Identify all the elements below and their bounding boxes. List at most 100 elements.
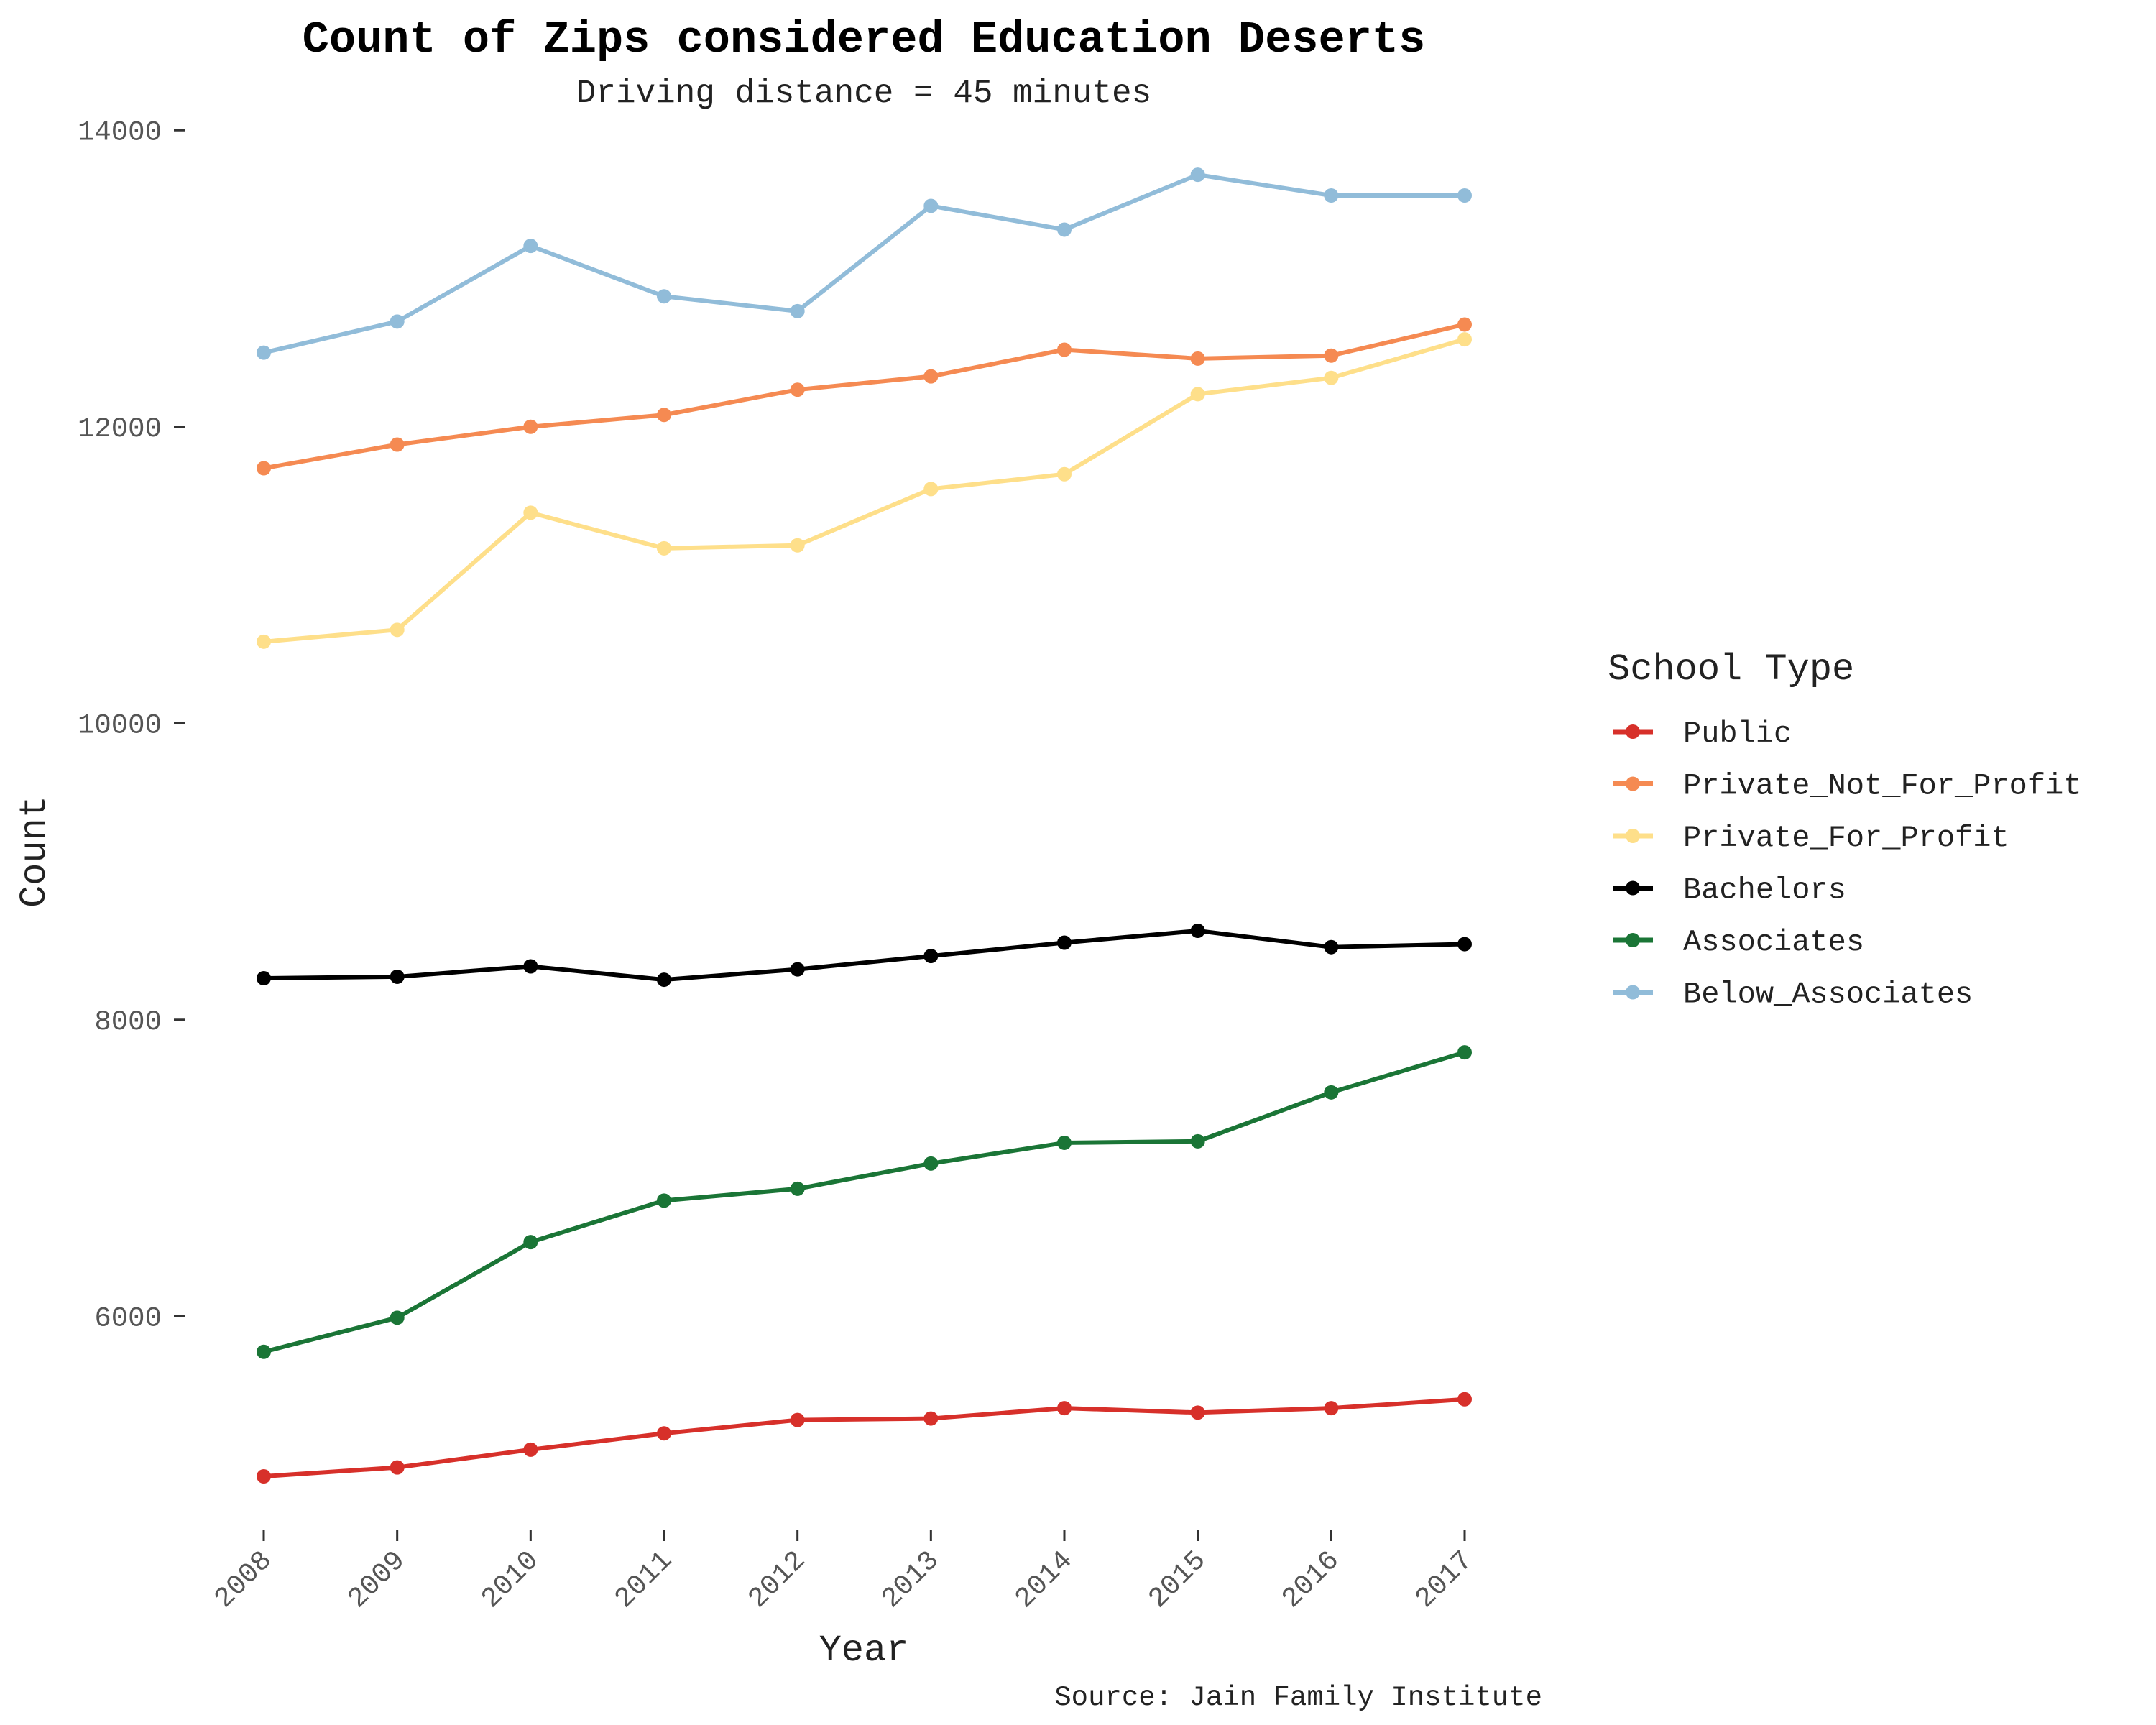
- series-line: [262, 322, 1467, 471]
- chart-title: Count of Zips considered Education Deser…: [303, 14, 1426, 65]
- data-point: [257, 971, 271, 985]
- legend-title: School Type: [1608, 648, 1854, 691]
- y-tick-label: 8000: [94, 1006, 162, 1038]
- data-point: [790, 538, 805, 553]
- series-layer: [257, 167, 1472, 1484]
- x-tick-label: 2013: [876, 1545, 946, 1614]
- legend-key-point: [1626, 985, 1640, 1000]
- data-point: [257, 461, 271, 476]
- series-line: [262, 929, 1467, 983]
- x-axis-title: Year: [819, 1629, 909, 1672]
- legend-label: Associates: [1683, 925, 1864, 960]
- series-private-not-for-profit: [257, 317, 1472, 476]
- data-point: [1457, 332, 1472, 347]
- data-point: [1190, 924, 1205, 938]
- data-point: [790, 1181, 805, 1196]
- x-tick-label: 2012: [742, 1545, 812, 1614]
- x-tick-label: 2017: [1409, 1545, 1479, 1614]
- data-point: [523, 1442, 538, 1457]
- data-point: [1057, 342, 1072, 357]
- data-point: [1324, 1401, 1339, 1416]
- data-point: [257, 1469, 271, 1484]
- data-point: [257, 345, 271, 360]
- series-line: [262, 1397, 1467, 1478]
- legend-key-point: [1626, 724, 1640, 739]
- series-bachelors: [257, 924, 1472, 988]
- data-point: [790, 962, 805, 977]
- data-point: [390, 622, 405, 638]
- legend-label: Bachelors: [1683, 873, 1846, 908]
- x-axis: 2008 2009 2010 2011 2012 2013 2014 2015 2016 2017: [208, 1530, 1479, 1615]
- series-public: [257, 1392, 1472, 1484]
- data-point: [1190, 1405, 1205, 1420]
- data-point: [1457, 1392, 1472, 1407]
- data-point: [790, 382, 805, 397]
- data-point: [1457, 317, 1472, 332]
- x-tick-label: 2008: [208, 1545, 278, 1614]
- legend-item: Private_Not_For_Profit: [1613, 769, 2082, 804]
- data-point: [1190, 387, 1205, 402]
- data-point: [523, 1235, 538, 1250]
- data-point: [923, 1411, 939, 1426]
- data-point: [523, 419, 538, 434]
- data-point: [790, 1412, 805, 1427]
- data-point: [923, 949, 939, 964]
- x-tick-label: 2015: [1143, 1545, 1212, 1614]
- data-point: [1324, 1085, 1339, 1100]
- data-point: [1057, 1401, 1072, 1416]
- series-line: [262, 337, 1467, 644]
- legend-item: Associates: [1613, 925, 1864, 960]
- x-tick-label: 2009: [342, 1545, 412, 1614]
- data-point: [657, 972, 671, 988]
- y-tick-label: 6000: [94, 1302, 162, 1334]
- x-tick-label: 2010: [476, 1545, 545, 1614]
- data-point: [923, 198, 939, 213]
- series-line: [262, 172, 1467, 355]
- data-point: [657, 289, 671, 304]
- legend-item: Bachelors: [1613, 873, 1846, 908]
- y-tick-label: 12000: [78, 413, 162, 445]
- legend-item: Private_For_Profit: [1613, 821, 2009, 855]
- legend-key-point: [1626, 776, 1640, 791]
- chart-subtitle: Driving distance = 45 minutes: [576, 75, 1152, 112]
- data-point: [1324, 370, 1339, 385]
- legend-label: Below_Associates: [1683, 978, 1973, 1012]
- legend-key-point: [1626, 933, 1640, 947]
- source-caption: Source: Jain Family Institute: [1054, 1682, 1542, 1714]
- data-point: [523, 239, 538, 254]
- legend-item: Below_Associates: [1613, 978, 1973, 1012]
- data-point: [390, 437, 405, 452]
- x-tick-label: 2016: [1276, 1545, 1346, 1614]
- data-point: [1057, 222, 1072, 237]
- data-point: [390, 969, 405, 984]
- data-point: [657, 540, 671, 556]
- legend-key-point: [1626, 829, 1640, 843]
- data-point: [1324, 348, 1339, 363]
- y-tick-label: 14000: [78, 116, 162, 148]
- legend-label: Public: [1683, 717, 1792, 751]
- data-point: [523, 505, 538, 520]
- data-point: [1057, 466, 1072, 482]
- data-point: [1190, 167, 1205, 183]
- data-point: [390, 314, 405, 329]
- data-point: [1457, 1045, 1472, 1060]
- series-below-associates: [257, 167, 1472, 360]
- data-point: [390, 1310, 405, 1325]
- legend-label: Private_Not_For_Profit: [1683, 769, 2082, 804]
- legend-key-point: [1626, 880, 1640, 896]
- data-point: [390, 1460, 405, 1475]
- data-point: [657, 408, 671, 423]
- series-private-for-profit: [257, 332, 1472, 649]
- y-axis-title: Count: [14, 796, 56, 908]
- data-point: [1324, 188, 1339, 203]
- data-point: [923, 369, 939, 384]
- data-point: [257, 1344, 271, 1359]
- data-point: [1190, 1133, 1205, 1149]
- series-associates: [257, 1045, 1472, 1359]
- data-point: [657, 1426, 671, 1441]
- data-point: [923, 482, 939, 497]
- x-tick-label: 2011: [609, 1545, 678, 1614]
- data-point: [1324, 939, 1339, 954]
- series-line: [262, 1050, 1467, 1354]
